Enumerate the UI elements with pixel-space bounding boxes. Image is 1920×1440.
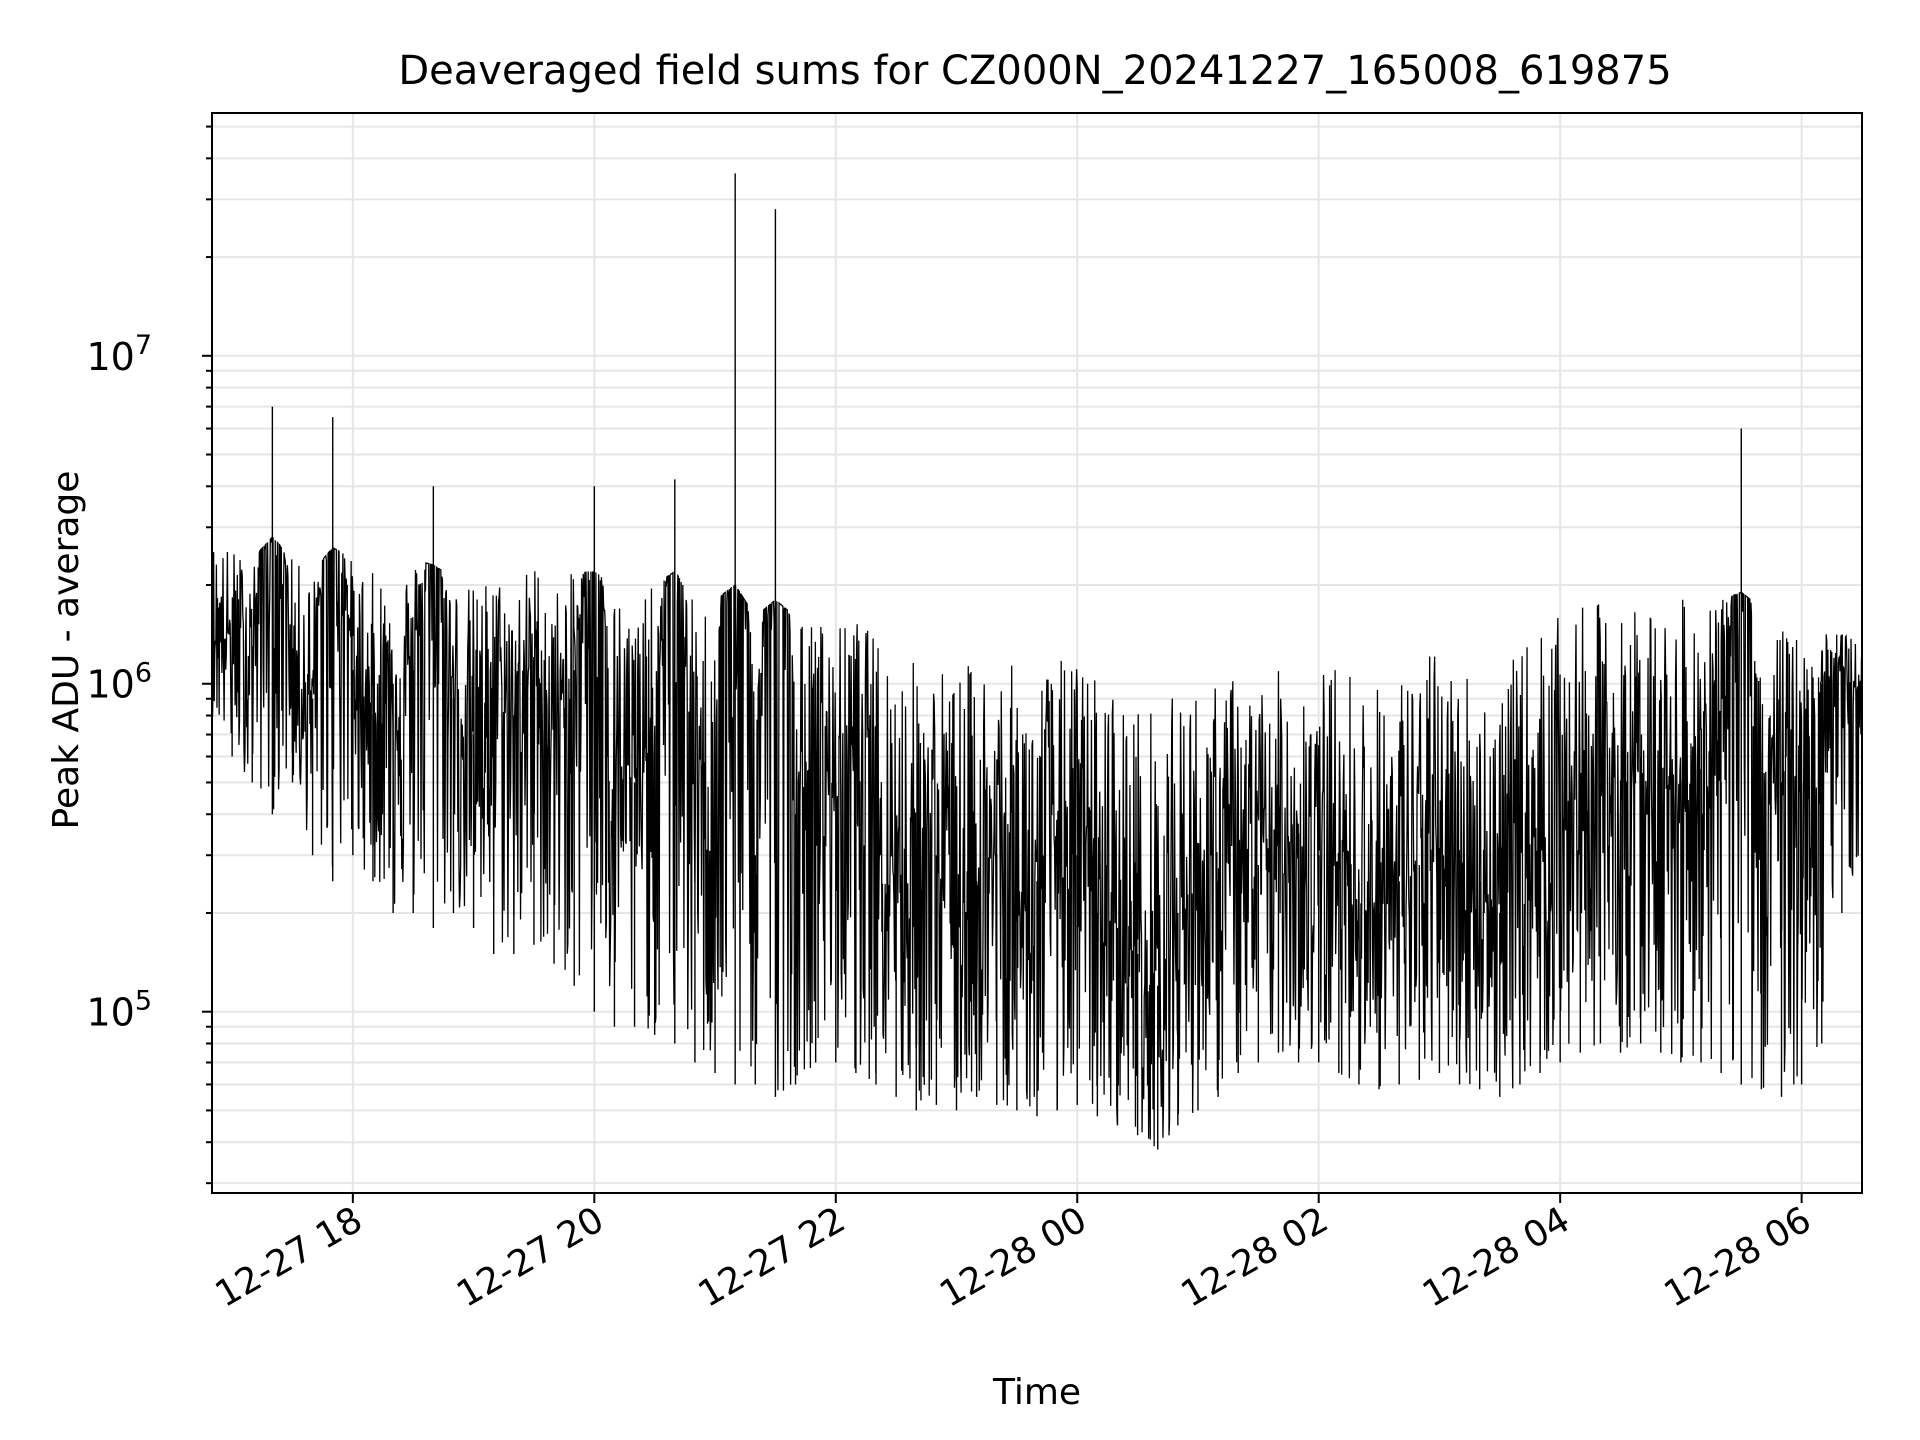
y-tick-label: 106 — [86, 658, 152, 707]
x-axis-label: Time — [992, 1372, 1081, 1413]
plot-frame — [211, 112, 1863, 1194]
series-path — [211, 536, 1863, 1147]
y-tick-label: 107 — [86, 330, 152, 379]
y-axis-ticks: 105 106 107 — [86, 125, 212, 1185]
y-tick-label: 105 — [86, 986, 152, 1035]
chart-title: Deaveraged field sums for CZ000N_2024122… — [398, 48, 1671, 94]
y-axis-label: Peak ADU - average — [46, 471, 87, 830]
